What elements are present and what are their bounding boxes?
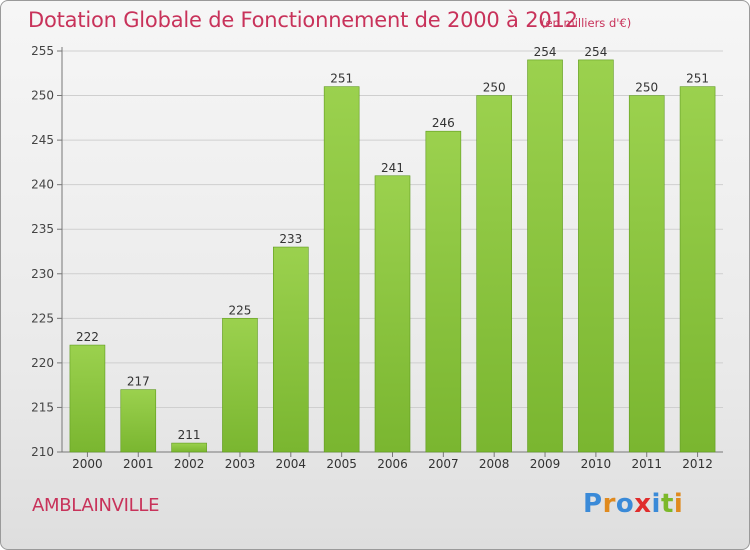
axes: 210 215 220 225 230 235 240 245 250 255 2000 2001 20… (31, 44, 723, 471)
x-tick-label-2011: 2011 (631, 457, 662, 471)
y-tick-label: 240 (31, 178, 54, 192)
y-tick-label: 250 (31, 89, 54, 103)
y-tick-label: 245 (31, 133, 54, 147)
bar-2008 (476, 95, 512, 453)
y-tick-label: 210 (31, 445, 54, 459)
data-label-2001: 217 (127, 375, 150, 389)
data-label-2008: 250 (483, 81, 506, 95)
bar-2012 (679, 86, 716, 453)
commune-name: AMBLAINVILLE (32, 495, 160, 516)
data-label-2002: 211 (178, 428, 201, 442)
bar-2009 (527, 59, 563, 453)
x-tick-label-2009: 2009 (530, 457, 561, 471)
y-tick-label: 220 (31, 356, 54, 370)
x-tick-label-2002: 2002 (174, 457, 205, 471)
x-tick-label-2001: 2001 (123, 457, 154, 471)
x-tick-label-2000: 2000 (72, 457, 103, 471)
bar-2004 (273, 246, 309, 453)
x-tick-label-2008: 2008 (479, 457, 510, 471)
bars (69, 59, 716, 453)
x-tick-label-2007: 2007 (428, 457, 459, 471)
logo-letter: i (673, 489, 684, 519)
bar-2010 (578, 59, 614, 453)
bar-2000 (69, 344, 106, 453)
bar-2007 (425, 130, 462, 453)
data-label-2005: 251 (330, 72, 353, 86)
unit-note: (en milliers d'€) (541, 16, 632, 30)
data-labels: 222 217 211 225 233 251 241 246 250 254 254 250 251 (76, 45, 709, 442)
bar-2003 (222, 318, 258, 453)
data-label-2009: 254 (534, 45, 557, 59)
x-tick-label-2005: 2005 (326, 457, 357, 471)
bar-2006 (374, 175, 411, 453)
data-label-2011: 250 (635, 81, 658, 95)
data-label-2007: 246 (432, 116, 455, 130)
logo-letter: i (651, 489, 661, 519)
x-tick-label-2004: 2004 (276, 457, 307, 471)
y-tick-label: 235 (31, 222, 54, 236)
y-tick-label: 215 (31, 400, 54, 414)
data-label-2004: 233 (279, 232, 302, 246)
bar-2011 (628, 95, 665, 453)
x-tick-label-2010: 2010 (581, 457, 612, 471)
data-label-2010: 254 (584, 45, 607, 59)
proxiti-logo[interactable]: Proxiti (583, 489, 683, 519)
y-tick-label: 225 (31, 311, 54, 325)
y-tick-label: 230 (31, 267, 54, 281)
logo-letter: x (634, 489, 652, 519)
x-tick-label-2003: 2003 (225, 457, 256, 471)
bar-2001 (120, 389, 157, 453)
bar-2005 (323, 86, 360, 453)
data-label-2000: 222 (76, 330, 99, 344)
logo-letter: o (615, 489, 635, 519)
data-label-2003: 225 (229, 303, 252, 317)
chart-title: Dotation Globale de Fonctionnement de 20… (28, 8, 578, 32)
x-tick-label-2006: 2006 (377, 457, 408, 471)
x-tick-label-2012: 2012 (682, 457, 713, 471)
logo-letter: t (660, 489, 674, 519)
data-label-2012: 251 (686, 72, 709, 86)
bar-2002 (171, 442, 207, 453)
logo-letter: r (602, 489, 616, 519)
logo-letter: P (583, 489, 603, 519)
data-label-2006: 241 (381, 161, 404, 175)
y-tick-label: 255 (31, 44, 54, 58)
